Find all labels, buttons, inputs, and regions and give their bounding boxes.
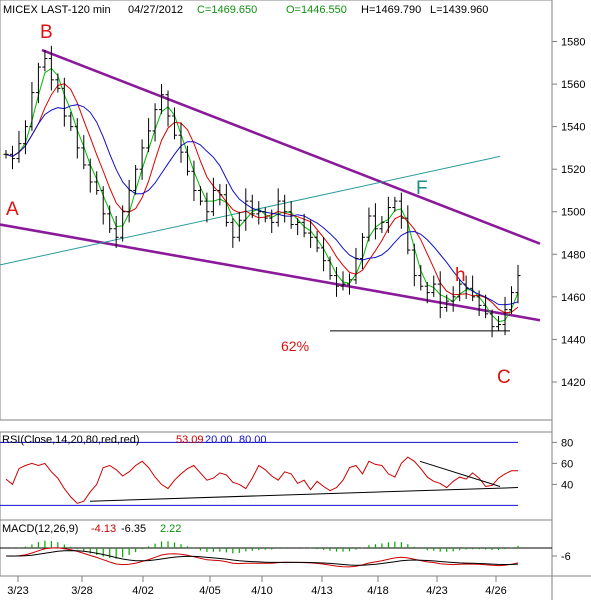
price-tick-label: 1560: [561, 79, 585, 91]
rsi-legend-label: RSI(Close,14,20,80,red,red): [2, 434, 140, 446]
trendline-rising-line: [0, 155, 501, 266]
macd-legend-macd: -4.13: [91, 523, 116, 535]
price-tick-label: 1500: [561, 207, 585, 219]
date-tick-label: 4/26: [485, 585, 506, 597]
price-tick-label: 1440: [561, 334, 585, 346]
ma-slow-line: [5, 104, 519, 306]
date-axis-ticks: 3/23 3/28 4/02 4/05 4/10 4/13 4/18 4/23 4/26: [7, 576, 507, 597]
macd-legend-label: MACD(12,26,9): [2, 523, 78, 535]
rsi-resistance-trendline: [419, 460, 501, 487]
rsi-plot: [0, 441, 519, 506]
trendlines: [0, 48, 541, 332]
rsi-legend-high: 80.00: [239, 434, 267, 446]
trendline-upper-channel: [41, 48, 541, 245]
price-bars: [3, 45, 521, 338]
label-b: B: [40, 22, 53, 43]
price-tick-label: 1520: [561, 164, 585, 176]
date-tick-label: 3/28: [71, 585, 92, 597]
date-tick-label: 4/05: [199, 585, 220, 597]
label-h: h: [455, 265, 466, 286]
chart-date: 04/27/2012: [128, 4, 183, 16]
price-tick-label: 1540: [561, 122, 585, 134]
chart-symbol: MICEX LAST-120 min: [3, 4, 111, 16]
label-a: A: [6, 199, 19, 220]
label-f: F: [416, 178, 428, 199]
price-tick-label: 1460: [561, 292, 585, 304]
rsi-line: [5, 456, 518, 504]
date-tick-label: 4/02: [132, 585, 153, 597]
trendline-lower-channel: [0, 223, 541, 322]
rsi-axis-ticks: 40 60 80: [552, 437, 573, 491]
close-value: C=1469.650: [197, 4, 257, 16]
macd-tick-label: -6: [561, 551, 571, 563]
high-value: H=1469.790: [361, 4, 421, 16]
price-panel: [0, 0, 553, 421]
macd-axis-ticks: -6: [552, 551, 571, 563]
macd-plot: [0, 540, 552, 568]
rsi-tick-label: 60: [561, 458, 573, 470]
date-tick-label: 4/13: [311, 585, 332, 597]
rsi-tick-label: 80: [561, 437, 573, 449]
label-62-percent: 62%: [281, 338, 309, 354]
label-c: C: [497, 367, 511, 388]
rsi-support-trendline: [89, 487, 519, 502]
date-tick-label: 4/18: [367, 585, 388, 597]
price-tick-label: 1420: [561, 377, 585, 389]
rsi-legend-low: 20.00: [205, 434, 233, 446]
date-tick-label: 3/23: [7, 585, 28, 597]
price-tick-label: 1480: [561, 249, 585, 261]
date-tick-label: 4/10: [251, 585, 272, 597]
date-tick-label: 4/23: [426, 585, 447, 597]
rsi-legend-value: 53.09: [176, 434, 204, 446]
moving-averages: [5, 67, 519, 323]
rsi-tick-label: 40: [561, 479, 573, 491]
ma-mid-line: [5, 83, 519, 314]
price-axis-ticks: 1420 1440 1460 1480 1500 1520 1540 1560 1580: [552, 37, 585, 389]
macd-signal-line: [6, 550, 519, 566]
open-value: O=1446.550: [286, 4, 347, 16]
low-value: L=1439.960: [430, 4, 488, 16]
macd-line: [5, 547, 519, 568]
macd-legend-hist: 2.22: [160, 523, 181, 535]
macd-legend-signal: -6.35: [121, 523, 146, 535]
price-tick-label: 1580: [561, 37, 585, 49]
